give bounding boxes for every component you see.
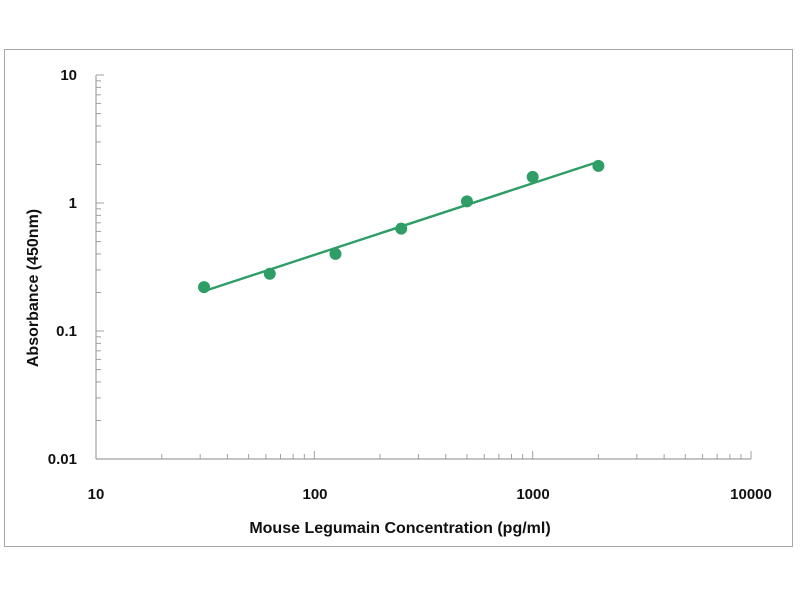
x-tick-label: 10 xyxy=(88,486,105,503)
data-point xyxy=(395,222,408,235)
axes xyxy=(95,75,751,460)
x-tick-label: 10000 xyxy=(730,486,772,503)
y-tick-label: 10 xyxy=(60,67,77,84)
data-points xyxy=(198,159,605,294)
y-axis-title: Absorbance (450nm) xyxy=(25,209,42,367)
tick-labels: 10 1 0.1 0.01 10 100 1000 10000 xyxy=(48,67,772,503)
y-tick-label: 0.01 xyxy=(48,451,77,468)
y-tick-label: 0.1 xyxy=(56,323,77,340)
data-point xyxy=(198,281,211,294)
x-axis-title: Mouse Legumain Concentration (pg/ml) xyxy=(249,520,550,537)
data-point xyxy=(460,195,473,208)
data-point xyxy=(329,247,342,260)
data-point xyxy=(526,170,539,183)
data-point xyxy=(592,159,605,172)
x-tick-label: 1000 xyxy=(516,486,549,503)
chart-frame xyxy=(4,49,793,547)
x-tick-label: 100 xyxy=(302,486,327,503)
data-point xyxy=(263,267,276,280)
tick-marks xyxy=(95,74,752,460)
y-tick-label: 1 xyxy=(69,195,77,212)
